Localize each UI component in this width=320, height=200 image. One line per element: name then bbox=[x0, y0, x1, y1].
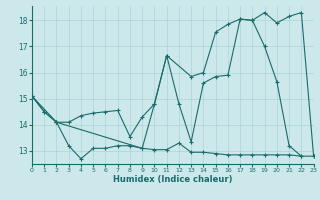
X-axis label: Humidex (Indice chaleur): Humidex (Indice chaleur) bbox=[113, 175, 233, 184]
